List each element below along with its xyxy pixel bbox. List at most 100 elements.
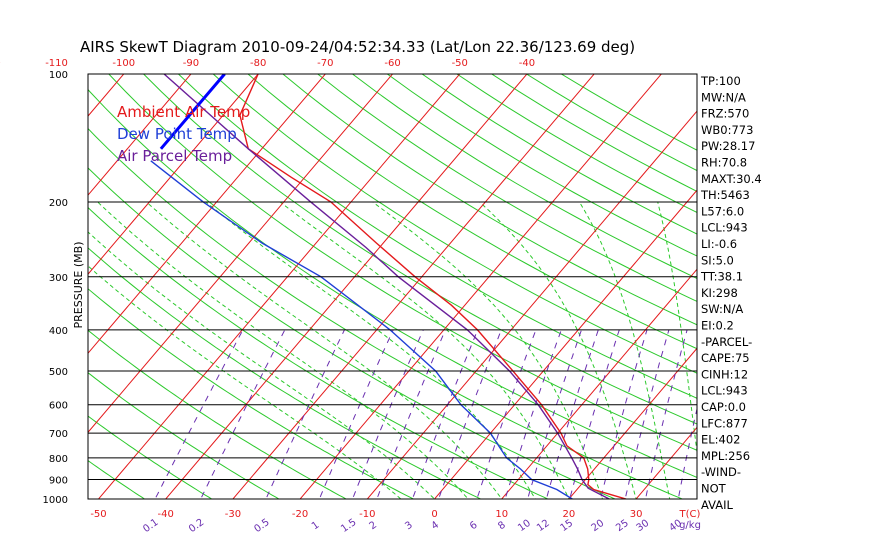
plot-frame: [87, 73, 698, 500]
isotherm-line: [88, 74, 192, 196]
legend-entry: Ambient Air Temp: [117, 103, 250, 121]
isotherm-line: [0, 65, 65, 508]
stat-entry: MW:N/A: [701, 90, 746, 104]
dry-adiabat-line: [108, 74, 697, 451]
dry-adiabat-line: [88, 372, 280, 499]
isotherm-line: [88, 74, 327, 355]
mixing-ratio-label: 8: [496, 520, 508, 533]
dry-adiabat-line: [387, 74, 697, 257]
air-parcel-temp-line: [163, 74, 610, 499]
stats-panel: TP:100 MW:N/A FRZ:570 WB0:773 PW:28.17 RH:70.…: [700, 74, 762, 512]
isotherm-line: [165, 74, 528, 499]
bottom-temp-tick-label: 10: [495, 509, 508, 520]
stat-entry: KI:298: [701, 286, 738, 300]
legend-entry: Dew Point Temp: [117, 125, 237, 143]
mixing-ratio-label: 15: [558, 518, 575, 534]
mixing-unit-label: g/kg: [679, 520, 701, 531]
top-temp-tick-label: -50: [452, 58, 468, 69]
temp-unit-label: T(C): [679, 509, 701, 520]
mixing-ratio-label: 6: [468, 520, 480, 533]
pressure-tick-label: 500: [49, 367, 68, 378]
top-temp-tick-label: -120: [0, 58, 1, 69]
stat-entry: PW:28.17: [701, 139, 755, 153]
dry-adiabat-line: [88, 459, 146, 499]
mixing-ratio-line: [351, 329, 424, 499]
dry-adiabat-line: [212, 74, 697, 374]
stat-entry: LI:-0.6: [701, 237, 737, 251]
mixing-ratio-line: [154, 329, 244, 499]
moist-adiabat-line: [145, 201, 503, 499]
bottom-temp-tick-label: 20: [563, 509, 576, 520]
isotherm-line: [366, 110, 697, 499]
stat-entry: RH:70.8: [701, 156, 747, 170]
mixing-ratio-label: 0.2: [187, 517, 206, 535]
isotherm-line: [501, 268, 697, 499]
stat-entry: LCL:943: [701, 384, 748, 398]
mixing-ratio-label: 10: [516, 518, 533, 534]
chart-title: AIRS SkewT Diagram 2010-09-24/04:52:34.3…: [80, 38, 635, 56]
tropopause-marker: [159, 74, 226, 150]
stat-entry: NOT: [701, 482, 727, 496]
dry-adiabat-line: [317, 74, 697, 302]
mixing-ratio-label: 20: [590, 518, 607, 534]
dry-adiabat-line: [88, 206, 549, 499]
mixing-ratio-label: 3: [403, 520, 415, 533]
moist-adiabat-line: [97, 201, 469, 499]
pressure-tick-label: 200: [49, 198, 68, 209]
axes: [87, 73, 698, 500]
dry-adiabat-line: [421, 74, 697, 235]
isotherm-line: [433, 189, 697, 499]
legend: Ambient Air Temp Dew Point Temp Air Parcel…: [117, 103, 250, 165]
stat-entry: TH:5463: [700, 188, 750, 202]
mixing-ratio-line: [411, 329, 479, 499]
pressure-tick-label: 800: [49, 454, 68, 465]
stat-entry: EI:0.2: [701, 319, 734, 333]
dry-adiabat-line: [247, 74, 697, 350]
mixing-ratio-line: [476, 329, 537, 499]
moist-adiabat-line: [372, 201, 604, 499]
moist-adiabat-line: [88, 265, 402, 499]
dry-adiabat-line: [88, 288, 415, 499]
stat-entry: TP:100: [700, 74, 741, 88]
mixing-ratio-line: [265, 329, 345, 499]
moist-adiabat-line: [88, 231, 436, 499]
dry-adiabat-line: [88, 127, 684, 499]
tick-labels: 1002003004005006007008009001000-120-110-…: [0, 58, 701, 535]
bottom-temp-tick-label: -40: [158, 509, 174, 520]
stat-entry: -PARCEL-: [701, 335, 752, 349]
stat-entry: LFC:877: [701, 416, 748, 430]
stat-entry: WB0:773: [701, 123, 753, 137]
bottom-temp-tick-label: -10: [359, 509, 375, 520]
stat-entry: SW:N/A: [701, 302, 743, 316]
mixing-ratio-label: 1: [310, 520, 322, 533]
isotherm-line: [568, 347, 697, 499]
stat-entry: TT:38.1: [700, 270, 743, 284]
dry-adiabat-line: [88, 415, 213, 499]
grid-lines: [0, 65, 697, 508]
y-axis-label: PRESSURE (MB): [72, 242, 85, 329]
dry-adiabat-line: [88, 247, 482, 499]
stat-entry: MAXT:30.4: [701, 172, 762, 186]
mixing-ratio-line: [624, 329, 670, 499]
pressure-tick-label: 700: [49, 429, 68, 440]
isotherm-line: [88, 74, 394, 434]
bottom-temp-tick-label: -30: [225, 509, 241, 520]
stat-entry: LCL:943: [701, 221, 748, 235]
top-temp-tick-label: -80: [250, 58, 266, 69]
pressure-tick-label: 400: [49, 326, 68, 337]
mixing-ratio-line: [376, 329, 446, 499]
stat-entry: CAP:0.0: [701, 400, 746, 414]
top-temp-tick-label: -100: [112, 58, 135, 69]
dry-adiabat-line: [282, 74, 697, 326]
bottom-temp-tick-label: -50: [90, 509, 106, 520]
dry-adiabat-line: [88, 329, 348, 499]
dry-adiabat-line: [88, 167, 617, 499]
isotherm-line: [97, 74, 461, 499]
mixing-ratio-label: 4: [430, 520, 442, 533]
bottom-temp-tick-label: 30: [630, 509, 643, 520]
moist-adiabat-line: [578, 201, 671, 499]
dry-adiabat-line: [178, 74, 697, 399]
isotherm-line: [232, 74, 595, 499]
moist-adiabat-line: [479, 201, 637, 499]
top-temp-tick-label: -110: [45, 58, 68, 69]
